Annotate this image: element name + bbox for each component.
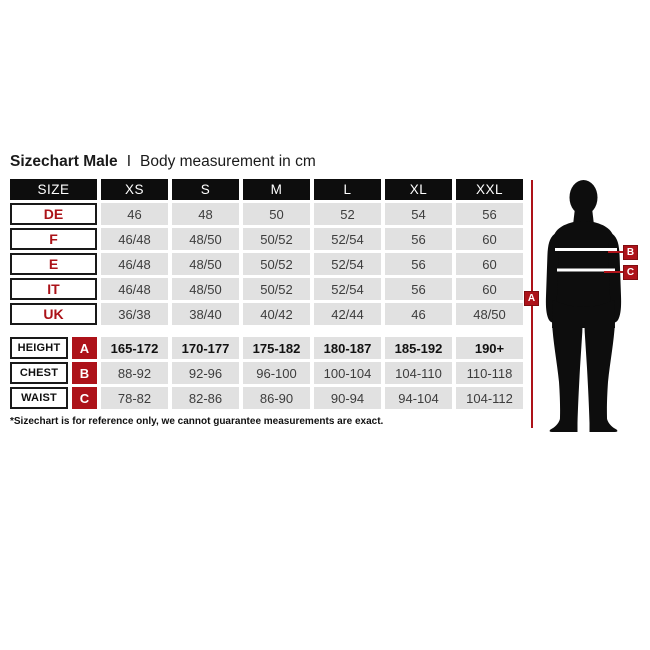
marker-badge-a: A: [72, 337, 97, 359]
row-label-chest: CHEST B: [10, 362, 97, 384]
size-table: SIZE XS S M L XL XXL DE 46 48 50 52 54 5…: [10, 179, 523, 409]
cell-de-s: 48: [172, 203, 239, 225]
cell-uk-xxl: 48/50: [456, 303, 523, 325]
cell-it-xxl: 60: [456, 278, 523, 300]
cell-f-xxl: 60: [456, 228, 523, 250]
waist-measure-line: [557, 268, 615, 272]
cell-uk-xs: 36/38: [101, 303, 168, 325]
title-subtitle: Body measurement in cm: [140, 153, 316, 170]
measurement-label-height: HEIGHT: [10, 337, 68, 359]
measurement-label-chest: CHEST: [10, 362, 68, 384]
row-label-uk: UK: [10, 303, 97, 325]
cell-f-xl: 56: [385, 228, 452, 250]
page-title: Sizechart Male I Body measurement in cm: [10, 153, 316, 171]
cell-de-xl: 54: [385, 203, 452, 225]
cell-f-m: 50/52: [243, 228, 310, 250]
cell-chest-l: 100-104: [314, 362, 381, 384]
cell-f-l: 52/54: [314, 228, 381, 250]
figure-marker-c: C: [623, 265, 638, 280]
section-divider: [10, 328, 523, 334]
cell-de-xxl: 56: [456, 203, 523, 225]
cell-height-xs: 165-172: [101, 337, 168, 359]
column-header-size: SIZE: [10, 179, 97, 200]
male-silhouette: [545, 180, 622, 432]
title-separator: I: [126, 153, 131, 170]
cell-it-xs: 46/48: [101, 278, 168, 300]
cell-chest-xl: 104-110: [385, 362, 452, 384]
silhouette-body: [545, 180, 622, 432]
cell-waist-xl: 94-104: [385, 387, 452, 409]
cell-e-xxl: 60: [456, 253, 523, 275]
cell-waist-l: 90-94: [314, 387, 381, 409]
cell-uk-s: 38/40: [172, 303, 239, 325]
marker-badge-b: B: [72, 362, 97, 384]
cell-it-m: 50/52: [243, 278, 310, 300]
column-header-xl: XL: [385, 179, 452, 200]
cell-de-l: 52: [314, 203, 381, 225]
cell-chest-xxl: 110-118: [456, 362, 523, 384]
figure-marker-a: A: [524, 291, 539, 306]
cell-e-xs: 46/48: [101, 253, 168, 275]
cell-de-m: 50: [243, 203, 310, 225]
cell-it-l: 52/54: [314, 278, 381, 300]
cell-de-xs: 46: [101, 203, 168, 225]
cell-waist-s: 82-86: [172, 387, 239, 409]
cell-it-xl: 56: [385, 278, 452, 300]
cell-e-s: 48/50: [172, 253, 239, 275]
column-header-s: S: [172, 179, 239, 200]
cell-e-m: 50/52: [243, 253, 310, 275]
cell-uk-l: 42/44: [314, 303, 381, 325]
cell-uk-m: 40/42: [243, 303, 310, 325]
cell-e-l: 52/54: [314, 253, 381, 275]
cell-f-s: 48/50: [172, 228, 239, 250]
waist-callout-line: [604, 271, 624, 273]
column-header-l: L: [314, 179, 381, 200]
measurement-label-waist: WAIST: [10, 387, 68, 409]
row-label-waist: WAIST C: [10, 387, 97, 409]
row-label-it: IT: [10, 278, 97, 300]
cell-chest-xs: 88-92: [101, 362, 168, 384]
cell-uk-xl: 46: [385, 303, 452, 325]
cell-waist-xxl: 104-112: [456, 387, 523, 409]
title-main: Sizechart Male: [10, 153, 118, 170]
cell-e-xl: 56: [385, 253, 452, 275]
cell-chest-s: 92-96: [172, 362, 239, 384]
row-label-e: E: [10, 253, 97, 275]
chest-measure-line: [555, 248, 617, 251]
cell-height-xl: 185-192: [385, 337, 452, 359]
cell-height-s: 170-177: [172, 337, 239, 359]
column-header-xxl: XXL: [456, 179, 523, 200]
cell-waist-m: 86-90: [243, 387, 310, 409]
footnote: *Sizechart is for reference only, we can…: [10, 416, 384, 427]
cell-height-xxl: 190+: [456, 337, 523, 359]
row-label-height: HEIGHT A: [10, 337, 97, 359]
cell-f-xs: 46/48: [101, 228, 168, 250]
column-header-m: M: [243, 179, 310, 200]
figure-marker-b: B: [623, 245, 638, 260]
chest-callout-line: [608, 251, 624, 253]
cell-it-s: 48/50: [172, 278, 239, 300]
row-label-f: F: [10, 228, 97, 250]
marker-badge-c: C: [72, 387, 97, 409]
cell-waist-xs: 78-82: [101, 387, 168, 409]
cell-height-m: 175-182: [243, 337, 310, 359]
cell-chest-m: 96-100: [243, 362, 310, 384]
column-header-xs: XS: [101, 179, 168, 200]
row-label-de: DE: [10, 203, 97, 225]
cell-height-l: 180-187: [314, 337, 381, 359]
